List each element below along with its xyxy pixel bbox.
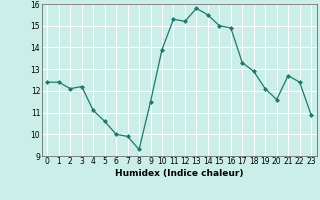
X-axis label: Humidex (Indice chaleur): Humidex (Indice chaleur)	[115, 169, 244, 178]
